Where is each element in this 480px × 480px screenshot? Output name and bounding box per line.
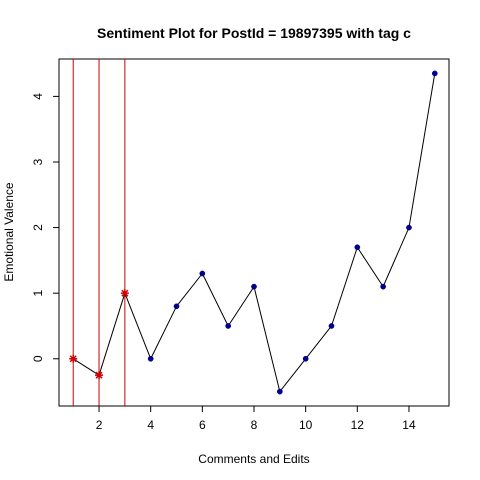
- series-segment-6: [201, 273, 229, 327]
- y-axis: 0 1 2 3 4: [31, 93, 59, 362]
- data-point-13: [380, 283, 386, 290]
- data-point-7: [225, 323, 232, 329]
- chart-title: Sentiment Plot for PostId = 19897395 wit…: [97, 25, 411, 41]
- series-segment-14: [408, 73, 436, 228]
- series-segment-9: [279, 358, 307, 392]
- highlight-stroke: [121, 289, 129, 297]
- series-segment-10: [305, 325, 332, 360]
- x-axis-label: Comments and Edits: [198, 452, 309, 466]
- data-point-12: [354, 244, 361, 251]
- data-point-8: [251, 283, 257, 290]
- series-segment-8: [253, 286, 281, 392]
- data-point-9: [276, 388, 283, 395]
- x-tick-label-10: 10: [299, 418, 313, 432]
- x-tick-label-2: 2: [96, 418, 103, 432]
- y-tick-label-4: 4: [31, 93, 45, 100]
- x-tick-label-12: 12: [351, 418, 365, 432]
- series-segment-5: [176, 273, 203, 307]
- series-segment-2: [98, 293, 126, 376]
- x-tick-label-4: 4: [147, 418, 154, 432]
- vertical-lines-group: [72, 59, 126, 406]
- highlight-point-1: [69, 354, 78, 363]
- data-point-14: [406, 224, 412, 231]
- highlight-stroke: [69, 355, 77, 363]
- highlight-stroke: [95, 371, 103, 379]
- y-tick-label-2: 2: [31, 224, 45, 231]
- data-point-5: [173, 303, 180, 310]
- data-point-15: [431, 70, 438, 77]
- y-tick-label-3: 3: [31, 158, 45, 165]
- series-segment-12: [356, 246, 384, 287]
- highlight-point-2: [95, 371, 104, 380]
- points-group: [69, 70, 438, 395]
- series-segment-13: [382, 227, 410, 287]
- y-tick-label-0: 0: [31, 355, 45, 362]
- series-segment-7: [227, 286, 255, 327]
- y-tick-label-1: 1: [31, 290, 45, 297]
- data-point-10: [302, 355, 309, 362]
- series-segment-3: [124, 292, 152, 359]
- x-tick-label-6: 6: [199, 418, 206, 432]
- highlight-point-3: [120, 289, 129, 298]
- data-point-4: [147, 355, 154, 362]
- x-tick-label-8: 8: [251, 418, 258, 432]
- data-point-11: [328, 323, 335, 329]
- series-segment-11: [331, 247, 358, 327]
- x-tick-label-14: 14: [402, 418, 416, 432]
- series-segment-4: [150, 306, 177, 359]
- y-axis-label: Emotional Valence: [2, 182, 16, 281]
- x-axis: 2 4 6 8 10 12 14: [96, 406, 416, 432]
- series-segment-1: [72, 358, 100, 376]
- series-group: [72, 73, 436, 392]
- data-point-6: [199, 270, 206, 277]
